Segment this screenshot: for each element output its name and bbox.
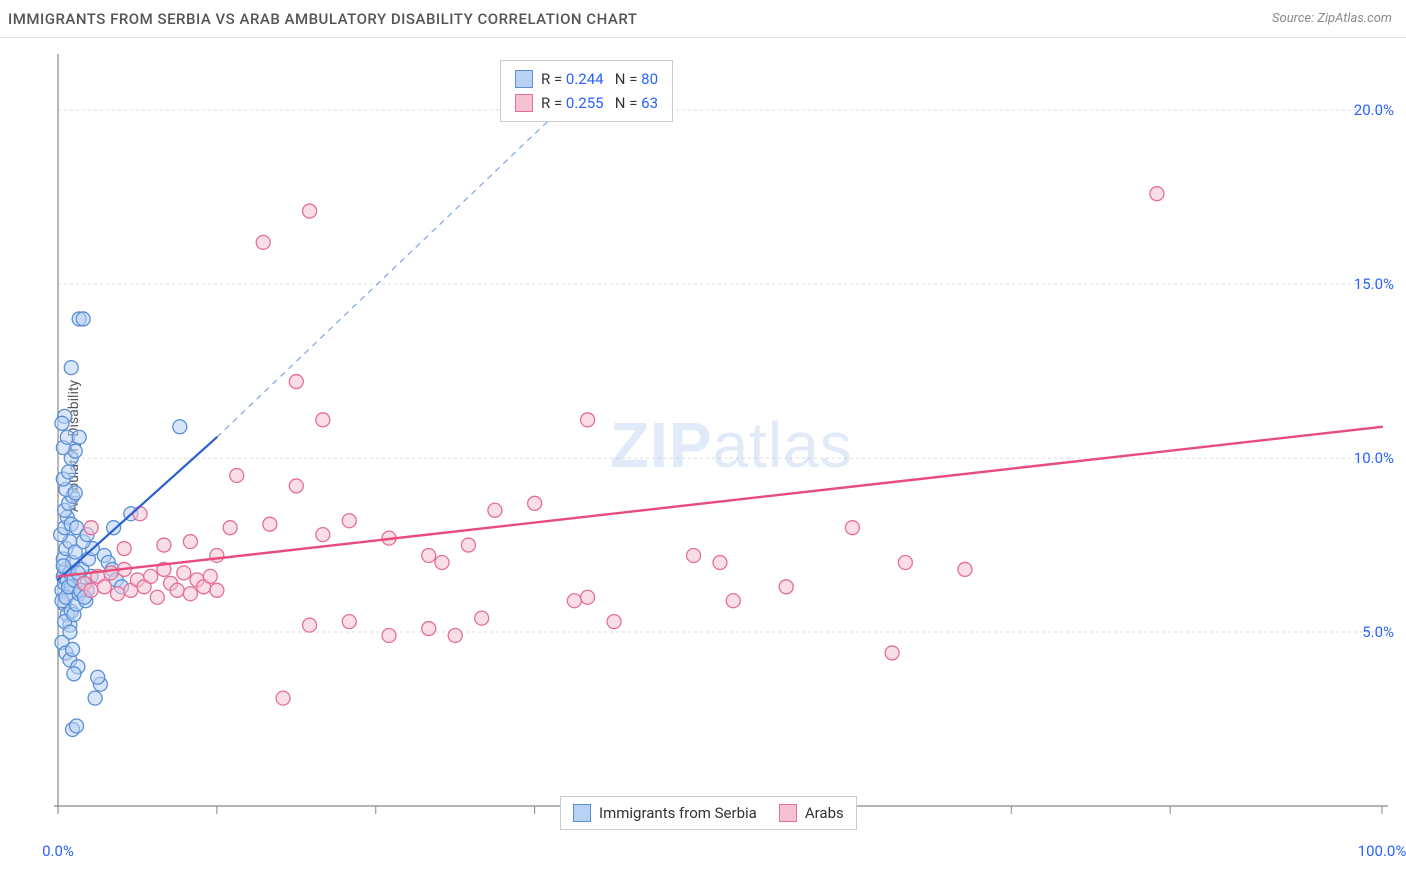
scatter-chart: ZIPatlas R = 0.244 N = 80R = 0.255 N = 6… [50, 58, 1390, 828]
chart-svg [50, 58, 1390, 828]
y-tick-label: 10.0% [1354, 449, 1394, 467]
legend-row-serbia: R = 0.244 N = 80 [515, 67, 658, 91]
x-tick-label: 0.0% [42, 842, 74, 860]
chart-source: Source: ZipAtlas.com [1272, 11, 1392, 26]
series-legend: Immigrants from Serbia Arabs [560, 796, 857, 830]
legend-swatch [515, 70, 533, 88]
y-tick-label: 15.0% [1354, 275, 1394, 293]
legend-swatch [515, 94, 533, 112]
legend-swatch [779, 804, 797, 822]
series-legend-arabs: Arabs [779, 801, 844, 825]
title-bar: IMMIGRANTS FROM SERBIA VS ARAB AMBULATOR… [0, 0, 1406, 38]
legend-row-arabs: R = 0.255 N = 63 [515, 91, 658, 115]
y-tick-label: 5.0% [1362, 623, 1394, 641]
chart-title: IMMIGRANTS FROM SERBIA VS ARAB AMBULATOR… [8, 10, 637, 28]
x-tick-label: 100.0% [1358, 842, 1406, 860]
legend-swatch [573, 804, 591, 822]
correlation-legend: R = 0.244 N = 80R = 0.255 N = 63 [500, 60, 673, 122]
series-legend-serbia: Immigrants from Serbia [573, 801, 757, 825]
y-tick-label: 20.0% [1354, 101, 1394, 119]
